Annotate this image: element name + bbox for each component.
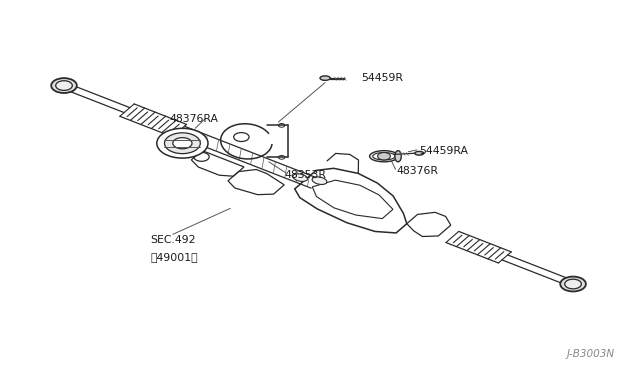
Circle shape [173, 138, 192, 149]
Circle shape [157, 128, 208, 158]
Circle shape [56, 81, 72, 90]
Ellipse shape [292, 174, 308, 182]
Circle shape [560, 276, 586, 292]
Text: J-B3003N: J-B3003N [566, 349, 614, 359]
Text: 48353R: 48353R [285, 170, 327, 180]
Ellipse shape [372, 153, 396, 160]
Text: 54459RA: 54459RA [419, 146, 468, 155]
Text: 48376RA: 48376RA [170, 114, 219, 124]
Ellipse shape [320, 76, 330, 80]
Ellipse shape [415, 151, 424, 155]
Text: 54459R: 54459R [362, 73, 404, 83]
Circle shape [164, 133, 200, 154]
Circle shape [564, 279, 581, 289]
Ellipse shape [312, 177, 327, 185]
Ellipse shape [370, 151, 399, 162]
Circle shape [378, 153, 390, 160]
Text: 〄49001々: 〄49001々 [150, 253, 198, 262]
Ellipse shape [395, 151, 401, 162]
Text: 48376R: 48376R [397, 166, 439, 176]
Circle shape [51, 78, 77, 93]
Text: SEC.492: SEC.492 [150, 235, 196, 245]
